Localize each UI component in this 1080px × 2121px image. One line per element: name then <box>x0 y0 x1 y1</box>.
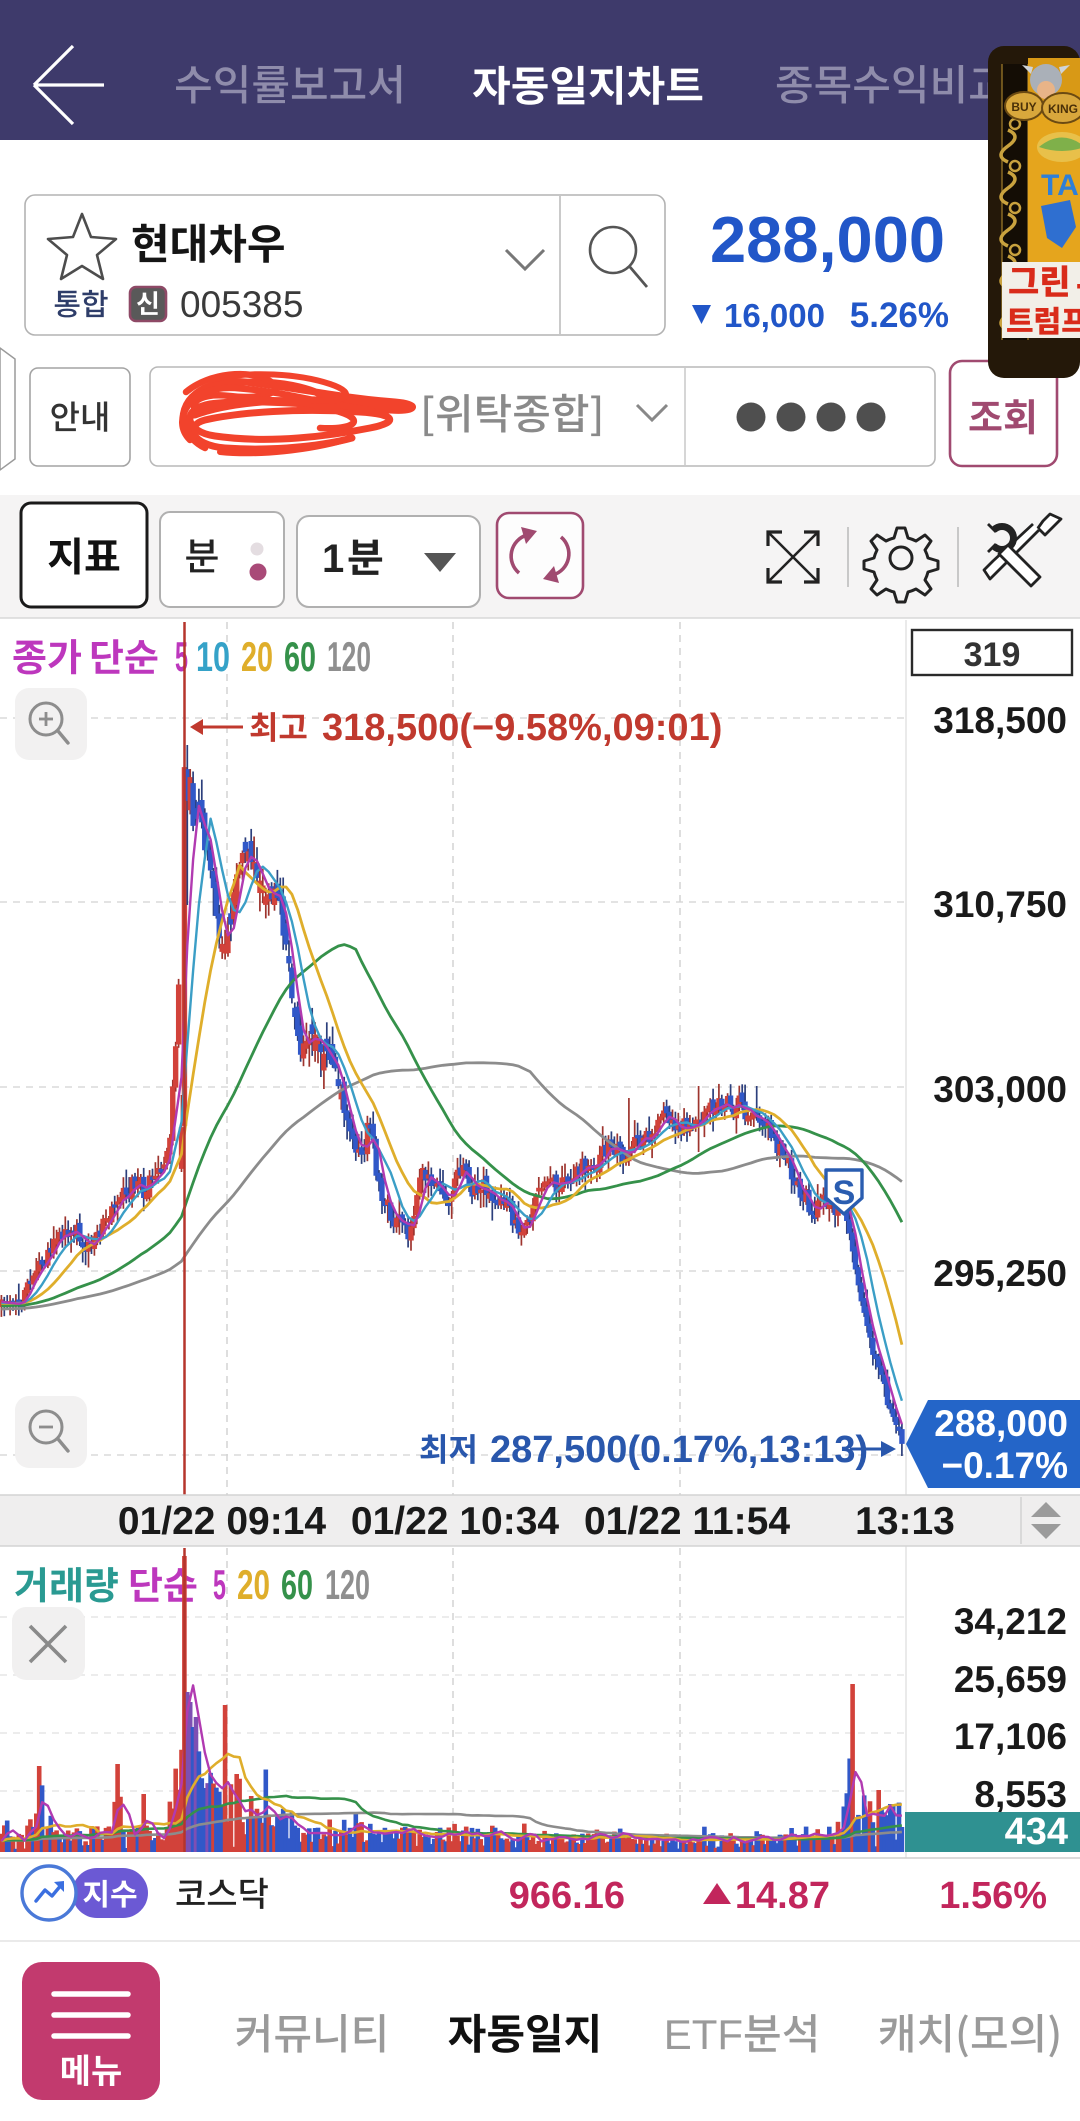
svg-text:60: 60 <box>284 633 316 680</box>
svg-text:5.26%: 5.26% <box>850 296 949 335</box>
svg-text:303,000: 303,000 <box>933 1069 1067 1110</box>
svg-text:287,500(0.17%,13:13): 287,500(0.17%,13:13) <box>490 1429 868 1471</box>
svg-text:005385: 005385 <box>180 284 303 325</box>
svg-text:−0.17%: −0.17% <box>941 1445 1068 1486</box>
svg-text:8,553: 8,553 <box>974 1774 1067 1815</box>
svg-text:S: S <box>833 1174 856 1212</box>
svg-text:TA: TA <box>1041 169 1079 202</box>
svg-text:120: 120 <box>325 1561 370 1608</box>
svg-text:1.56%: 1.56% <box>939 1875 1047 1917</box>
svg-text:01/22 11:54: 01/22 11:54 <box>584 1500 790 1543</box>
svg-text:16,000: 16,000 <box>724 297 825 334</box>
svg-text:25,659: 25,659 <box>954 1659 1067 1700</box>
svg-text:434: 434 <box>1005 1811 1068 1853</box>
svg-text:288,000: 288,000 <box>934 1403 1068 1444</box>
svg-text:17,106: 17,106 <box>954 1716 1067 1757</box>
svg-text:KING: KING <box>1048 102 1078 116</box>
svg-text:1: 1 <box>322 537 344 581</box>
svg-text:966.16: 966.16 <box>509 1875 625 1917</box>
svg-text:5: 5 <box>213 1561 226 1608</box>
svg-text:319: 319 <box>964 636 1021 674</box>
svg-text:120: 120 <box>327 633 371 680</box>
svg-text:34,212: 34,212 <box>954 1601 1067 1642</box>
svg-text:01/22 10:34: 01/22 10:34 <box>351 1500 559 1543</box>
svg-text:10: 10 <box>196 633 230 680</box>
svg-text:318,500(−9.58%,09:01): 318,500(−9.58%,09:01) <box>322 707 722 749</box>
svg-text:14.87: 14.87 <box>735 1875 830 1917</box>
svg-text:288,000: 288,000 <box>710 203 945 276</box>
svg-text:20: 20 <box>241 633 273 680</box>
svg-text:295,250: 295,250 <box>933 1253 1067 1294</box>
svg-text:5: 5 <box>175 633 188 680</box>
svg-text:BUY: BUY <box>1011 100 1036 114</box>
svg-text:01/22 09:14: 01/22 09:14 <box>118 1500 326 1543</box>
svg-text:318,500: 318,500 <box>933 700 1067 741</box>
svg-text:20: 20 <box>237 1561 270 1608</box>
svg-text:ETF: ETF <box>664 2011 743 2058</box>
svg-text:310,750: 310,750 <box>933 884 1067 925</box>
svg-text:60: 60 <box>281 1561 313 1608</box>
svg-text:13:13: 13:13 <box>855 1500 955 1543</box>
